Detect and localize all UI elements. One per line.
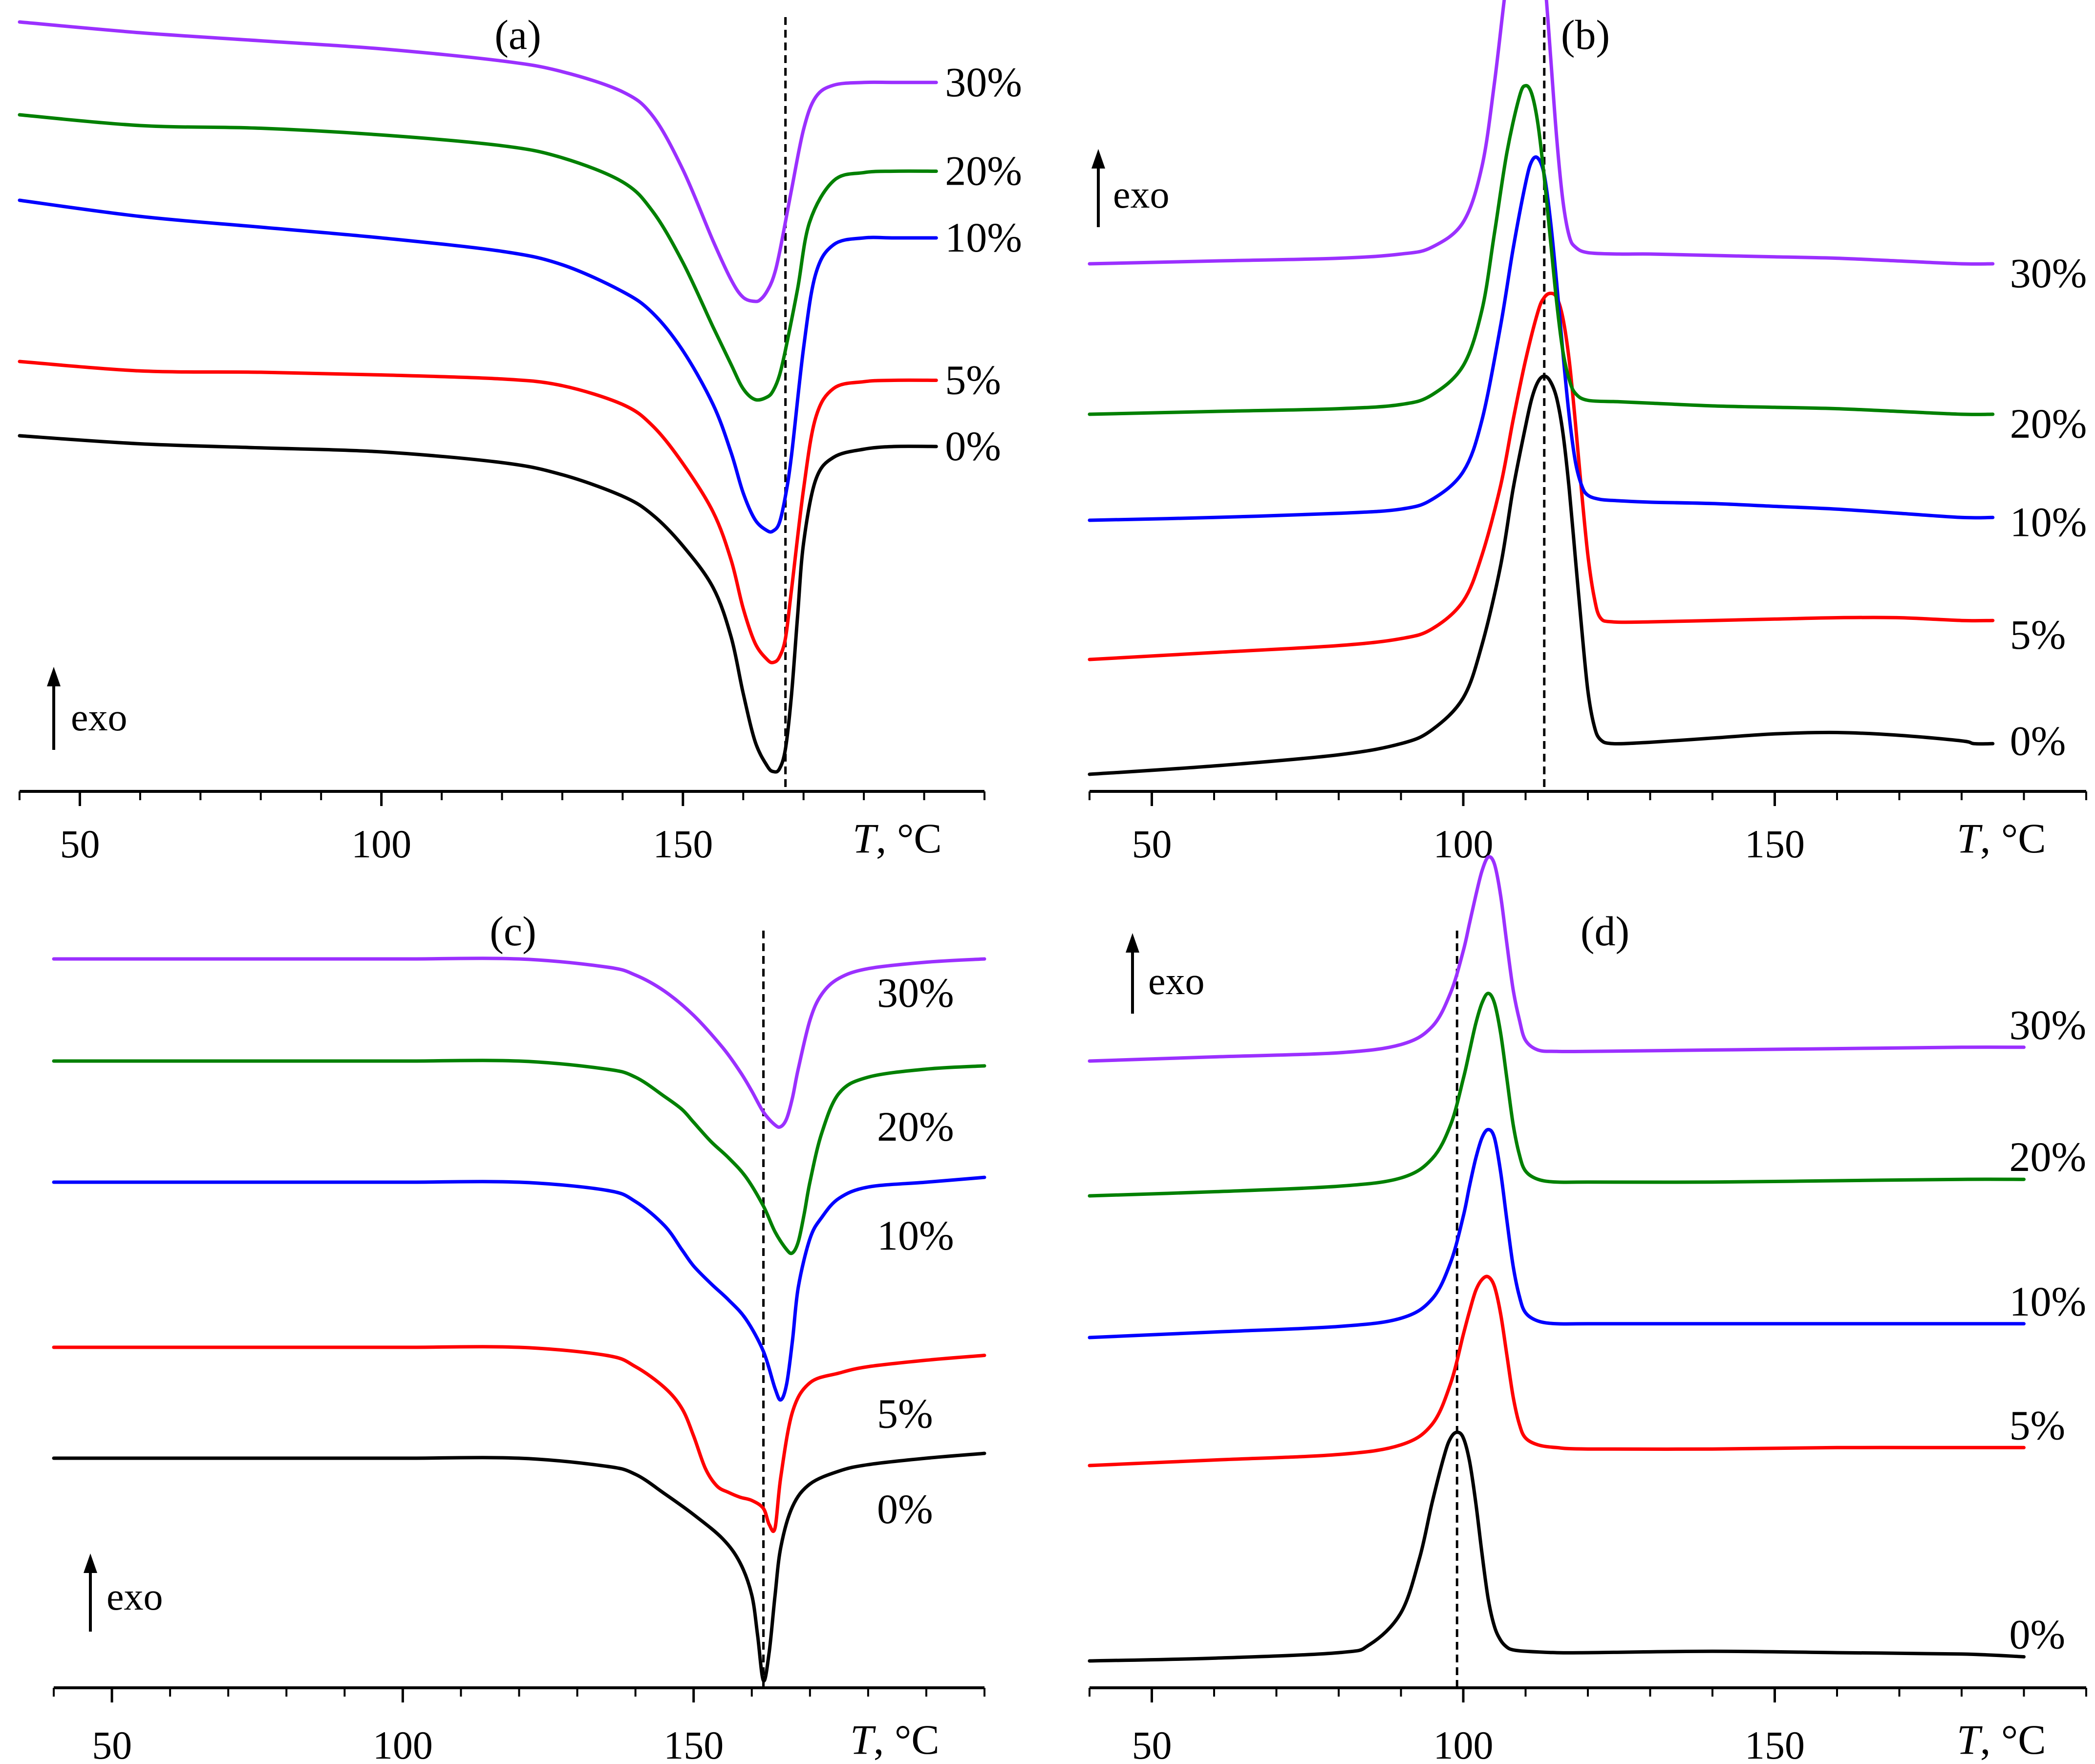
series-curve-0pct <box>1088 374 1995 776</box>
x-tick-label: 50 <box>1132 822 1172 866</box>
series-curve-0pct <box>1088 1430 2026 1663</box>
chart-panel-c: 50 100 150 T, °C (c) exo 0% 5% 10% 20% 30% <box>52 908 986 1764</box>
x-axis-title-symbol: T <box>1957 1716 1983 1763</box>
series-curve-20pct <box>1088 84 1995 416</box>
x-axis-title: T, °C <box>853 815 942 862</box>
series-label-10pct: 10% <box>877 1212 954 1259</box>
series-curve-10pct <box>1088 155 1995 522</box>
series-curve-5pct <box>52 1345 986 1533</box>
x-tick-label: 150 <box>663 1723 724 1764</box>
series-label-0pct: 0% <box>877 1486 933 1532</box>
panel-label: (d) <box>1581 908 1629 955</box>
chart-panel-d: 50 100 150 T, °C (d) exo 0% 5% 10% 20% 30% <box>1088 855 2087 1764</box>
x-axis-title-unit: , °C <box>876 815 942 862</box>
series-curve-30pct <box>1088 0 1995 266</box>
x-axis-title: T, °C <box>850 1716 940 1763</box>
series-curve-5pct <box>18 360 938 664</box>
series-label-20pct: 20% <box>877 1103 954 1150</box>
series-curve-30pct <box>18 20 938 303</box>
x-tick-label: 50 <box>60 822 100 866</box>
exo-indicator-label: exo <box>1113 173 1170 216</box>
series-label-20pct: 20% <box>945 148 1022 194</box>
series-label-10pct: 10% <box>2010 498 2087 545</box>
x-axis-title-symbol: T <box>853 815 878 862</box>
x-axis-title: T, °C <box>1957 1716 2046 1763</box>
series-curve-30pct <box>52 956 986 1129</box>
series-curve-10pct <box>18 198 938 534</box>
x-tick-label: 50 <box>1132 1723 1172 1764</box>
exo-arrow-head <box>84 1553 97 1573</box>
x-axis-title-unit: , °C <box>1980 1716 2046 1763</box>
x-tick-label: 150 <box>1745 1723 1805 1764</box>
x-tick-label: 100 <box>1433 822 1494 866</box>
series-label-30pct: 30% <box>945 59 1022 106</box>
exo-arrow-head <box>1091 149 1105 169</box>
series-label-30pct: 30% <box>2009 1001 2087 1048</box>
x-axis-title-symbol: T <box>850 1716 876 1763</box>
series-label-20pct: 20% <box>2010 400 2087 447</box>
series-label-0pct: 0% <box>2010 717 2066 764</box>
exo-indicator-label: exo <box>71 696 128 739</box>
series-label-5pct: 5% <box>2010 611 2066 658</box>
series-label-20pct: 20% <box>2009 1133 2087 1180</box>
series-curve-20pct <box>52 1059 986 1255</box>
series-label-5pct: 5% <box>945 357 1001 404</box>
panel-label: (b) <box>1561 11 1610 58</box>
series-curve-20pct <box>1088 992 2026 1198</box>
x-tick-label: 100 <box>373 1723 433 1764</box>
series-label-5pct: 5% <box>2009 1402 2066 1448</box>
x-tick-label: 150 <box>653 822 713 866</box>
x-tick-label: 150 <box>1745 822 1805 866</box>
series-curve-20pct <box>18 113 938 402</box>
series-curve-0pct <box>52 1451 986 1683</box>
series-curve-5pct <box>1088 1275 2026 1467</box>
chart-panel-b: 50 100 150 T, °C (b) exo 0% 5% 10% 20% 30% <box>1088 0 2087 866</box>
series-label-30pct: 30% <box>2010 250 2087 297</box>
x-axis-title-symbol: T <box>1957 815 1983 862</box>
x-axis-title-unit: , °C <box>1980 815 2046 862</box>
panel-label: (c) <box>490 908 536 955</box>
x-tick-label: 50 <box>92 1723 132 1764</box>
series-label-10pct: 10% <box>945 214 1022 261</box>
x-tick-label: 100 <box>351 822 411 866</box>
series-label-0pct: 0% <box>945 423 1001 469</box>
series-label-10pct: 10% <box>2009 1278 2087 1325</box>
series-curve-5pct <box>1088 292 1995 661</box>
exo-indicator-label: exo <box>107 1575 163 1618</box>
exo-arrow-head <box>1126 933 1139 953</box>
series-curve-10pct <box>1088 1127 2026 1339</box>
series-curve-30pct <box>1088 855 2026 1063</box>
x-axis-title-unit: , °C <box>874 1716 940 1763</box>
x-tick-label: 100 <box>1433 1723 1494 1764</box>
x-axis-title: T, °C <box>1957 815 2046 862</box>
exo-indicator-label: exo <box>1148 960 1205 1003</box>
series-label-0pct: 0% <box>2009 1611 2066 1658</box>
exo-arrow-head <box>47 667 61 686</box>
chart-panel-a: 50 100 150 T, °C (a) exo 0% 5% 10% 20% 30% <box>18 11 1022 866</box>
series-label-30pct: 30% <box>877 969 954 1016</box>
panel-label: (a) <box>494 11 541 58</box>
series-curve-0pct <box>18 434 938 774</box>
series-curve-10pct <box>52 1175 986 1402</box>
series-label-5pct: 5% <box>877 1390 933 1437</box>
